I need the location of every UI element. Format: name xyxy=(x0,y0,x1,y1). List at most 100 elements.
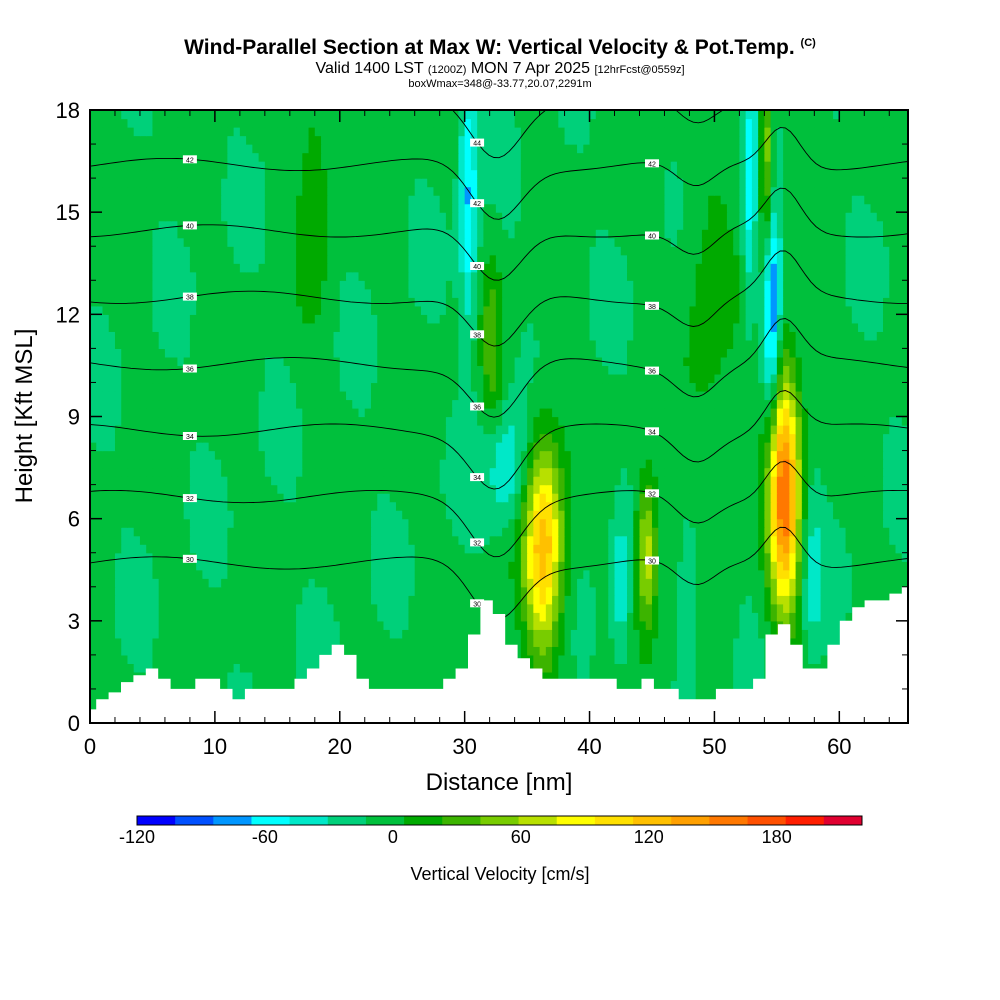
velocity-cell xyxy=(420,680,428,690)
velocity-cell xyxy=(445,501,453,511)
velocity-cell xyxy=(196,425,203,435)
velocity-cell xyxy=(433,603,441,613)
velocity-cell xyxy=(364,535,372,545)
velocity-cell xyxy=(246,544,253,554)
velocity-cell xyxy=(252,603,260,613)
velocity-cell xyxy=(333,629,341,639)
velocity-cell xyxy=(639,637,647,647)
velocity-cell xyxy=(139,578,147,588)
velocity-cell xyxy=(439,629,447,639)
velocity-cell xyxy=(383,552,391,562)
velocity-cell xyxy=(633,399,641,409)
velocity-cell xyxy=(445,654,453,664)
velocity-cell xyxy=(327,459,335,469)
velocity-cell xyxy=(264,484,272,494)
velocity-cell xyxy=(876,476,884,486)
velocity-cell xyxy=(171,501,179,511)
velocity-cell xyxy=(695,603,703,613)
velocity-cell xyxy=(114,671,122,682)
velocity-cell xyxy=(701,578,709,588)
velocity-cell xyxy=(764,467,772,477)
velocity-cell xyxy=(683,629,691,639)
velocity-cell xyxy=(633,527,641,537)
velocity-cell xyxy=(308,535,316,545)
velocity-cell xyxy=(458,493,466,503)
velocity-cell xyxy=(764,459,772,469)
velocity-cell xyxy=(414,663,422,673)
velocity-cell xyxy=(764,450,772,460)
velocity-cell xyxy=(608,586,616,596)
velocity-cell xyxy=(296,561,303,571)
velocity-cell xyxy=(152,527,160,537)
velocity-cell xyxy=(552,399,559,409)
velocity-cell xyxy=(545,578,553,588)
velocity-cell xyxy=(683,688,691,699)
velocity-cell xyxy=(433,654,441,664)
velocity-cell xyxy=(845,399,853,409)
velocity-cell xyxy=(533,425,541,435)
velocity-cell xyxy=(583,399,591,409)
velocity-cell xyxy=(202,476,210,486)
velocity-cell xyxy=(770,450,778,460)
velocity-cell xyxy=(739,578,747,588)
velocity-cell xyxy=(608,595,616,605)
velocity-cell xyxy=(102,603,110,613)
velocity-cell xyxy=(171,518,179,528)
velocity-cell xyxy=(545,595,553,605)
velocity-cell xyxy=(845,450,853,460)
velocity-cell xyxy=(633,561,641,571)
velocity-cell xyxy=(658,467,666,477)
velocity-cell xyxy=(845,518,853,528)
velocity-cell xyxy=(608,629,616,639)
velocity-cell xyxy=(383,501,391,511)
velocity-cell xyxy=(720,603,728,613)
velocity-cell xyxy=(620,535,628,545)
velocity-cell xyxy=(158,407,166,418)
velocity-cell xyxy=(258,425,266,435)
velocity-cell xyxy=(577,459,584,469)
velocity-cell xyxy=(883,595,890,605)
velocity-cell xyxy=(814,442,822,452)
velocity-cell xyxy=(751,629,759,639)
velocity-cell xyxy=(277,399,285,409)
velocity-cell xyxy=(833,476,840,486)
velocity-cell xyxy=(420,501,428,511)
velocity-cell xyxy=(564,612,572,622)
velocity-cell xyxy=(90,527,97,537)
velocity-cell xyxy=(277,552,285,562)
velocity-cell xyxy=(826,407,834,418)
velocity-cell xyxy=(96,629,104,639)
velocity-cell xyxy=(246,637,253,647)
velocity-cell xyxy=(833,425,840,435)
velocity-cell xyxy=(364,407,372,418)
velocity-cell xyxy=(726,620,734,630)
velocity-cell xyxy=(839,476,847,486)
velocity-cell xyxy=(464,578,472,588)
velocity-cell xyxy=(289,603,297,613)
velocity-cell xyxy=(564,578,572,588)
velocity-cell xyxy=(608,527,616,537)
velocity-cell xyxy=(127,612,135,622)
velocity-cell xyxy=(377,629,385,639)
velocity-cell xyxy=(651,535,659,545)
velocity-cell xyxy=(408,586,416,596)
velocity-cell xyxy=(364,671,372,682)
velocity-cell xyxy=(745,654,753,664)
velocity-cell xyxy=(458,442,466,452)
velocity-cell xyxy=(751,459,759,469)
velocity-cell xyxy=(370,535,378,545)
velocity-cell xyxy=(733,467,740,477)
velocity-cell xyxy=(327,433,335,443)
velocity-cell xyxy=(820,654,828,664)
velocity-cell xyxy=(639,493,647,503)
velocity-cell xyxy=(370,603,378,613)
velocity-cell xyxy=(502,467,509,477)
velocity-cell xyxy=(833,586,840,596)
velocity-cell xyxy=(558,603,566,613)
velocity-cell xyxy=(564,501,572,511)
velocity-cell xyxy=(214,416,222,426)
velocity-cell xyxy=(876,535,884,545)
velocity-cell xyxy=(108,433,116,443)
velocity-cell xyxy=(695,416,703,426)
velocity-cell xyxy=(826,425,834,435)
